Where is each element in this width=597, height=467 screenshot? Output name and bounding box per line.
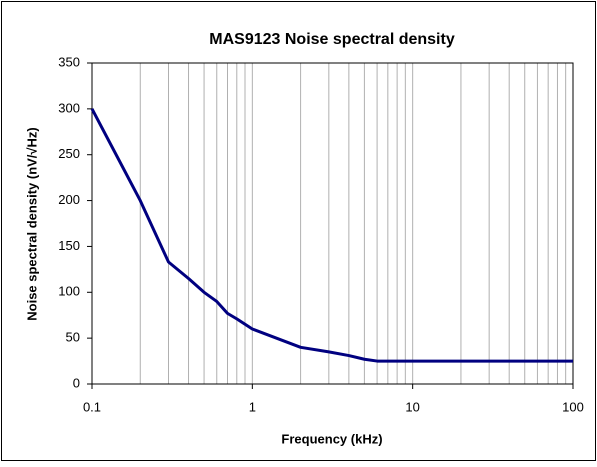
data-line <box>90 108 573 363</box>
y-tick-label: 200 <box>58 192 80 207</box>
y-tick-label: 50 <box>66 330 80 345</box>
plot-frame <box>91 62 574 385</box>
chart-title: MAS9123 Noise spectral density <box>209 31 455 48</box>
x-tick-label: 100 <box>562 399 584 414</box>
y-tick-label: 300 <box>58 100 80 115</box>
y-axis-label: Noise spectral density (nV/√Hz) <box>24 127 39 321</box>
x-tick-label: 1 <box>249 399 256 414</box>
y-tick-label: 350 <box>58 54 80 69</box>
y-tick-label: 0 <box>73 375 80 390</box>
x-tick-label: 0.1 <box>83 399 101 414</box>
x-tick-label: 10 <box>405 399 419 414</box>
y-tick-label: 250 <box>58 146 80 161</box>
y-tick-label: 100 <box>58 284 80 299</box>
y-tick-label: 150 <box>58 238 80 253</box>
x-axis-label: Frequency (kHz) <box>281 431 382 446</box>
